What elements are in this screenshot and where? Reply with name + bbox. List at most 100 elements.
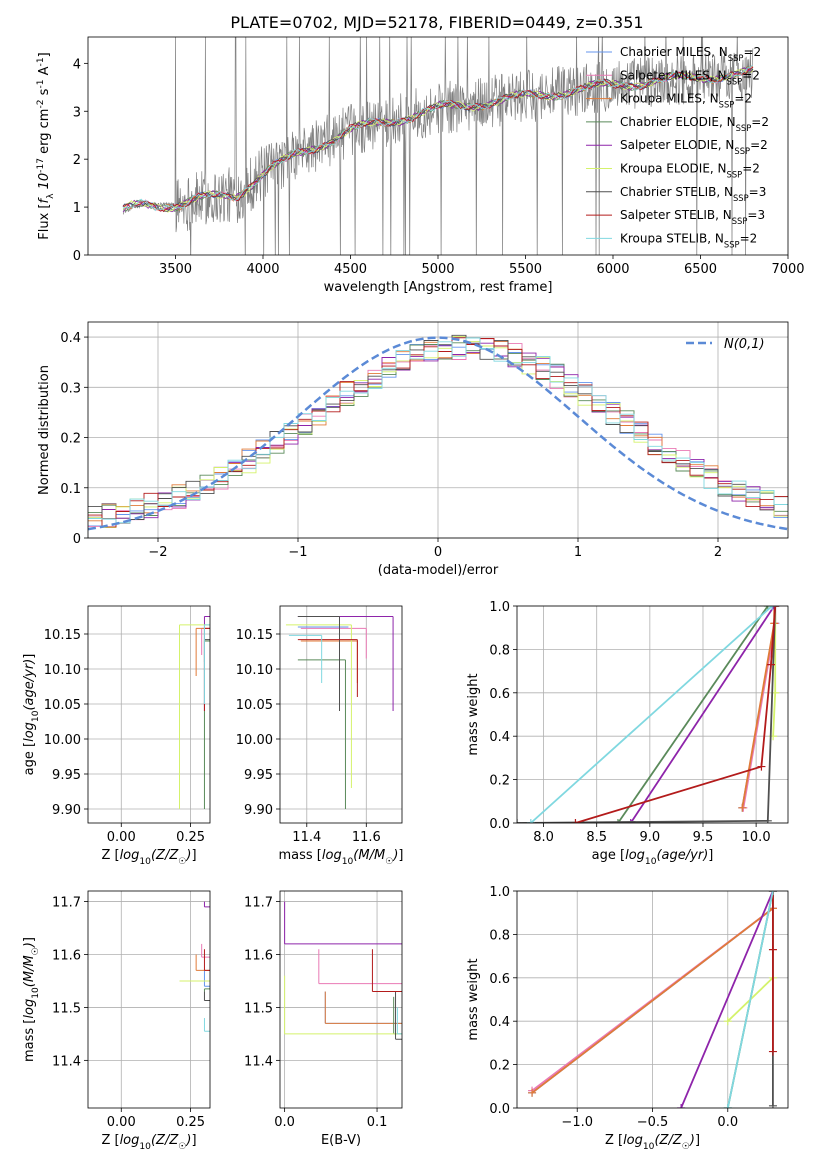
y-tick-label: 2 <box>73 153 81 168</box>
plot-area <box>528 891 777 1108</box>
legend-label: Salpeter MILES, NSSP=2 <box>620 68 760 86</box>
x-tick-label: 0.0 <box>717 1115 738 1130</box>
x-tick-label: 5500 <box>509 262 542 277</box>
spectrum-legend: Chabrier MILES, NSSP=2 Salpeter MILES, NS… <box>586 45 769 249</box>
cumulative-line-4 <box>629 606 775 823</box>
legend-label: Chabrier MILES, NSSP=2 <box>620 45 761 63</box>
x-axis-label: (data-model)/error <box>378 563 499 578</box>
grid <box>88 891 210 1108</box>
y-tick-label: 11.5 <box>52 1001 81 1016</box>
cumulative-marker-5 <box>723 1017 732 1026</box>
y-tick-label: 9.90 <box>52 803 81 818</box>
x-axis-label: mass [log10(M/M☉)] <box>279 848 404 867</box>
y-axis-label: mass weight <box>466 673 481 755</box>
y-tick-label: 11.4 <box>52 1054 81 1069</box>
panel-spectrum: 3500 4000 4500 5000 5500 6000 6500 7000 0 1 2 3 4 wav… <box>36 36 805 295</box>
x-tick-label: 8.5 <box>586 830 607 845</box>
axes-frame <box>87 890 211 1109</box>
x-tick-label: 6500 <box>684 262 717 277</box>
y-tick-label: 9.95 <box>52 768 81 783</box>
cumulative-marker-6 <box>763 816 772 823</box>
plot-area <box>284 901 402 1040</box>
axes-frame <box>87 36 789 256</box>
axes-frame <box>516 605 789 824</box>
y-tick-label: 3 <box>73 105 81 120</box>
y-tick-label: 0.4 <box>489 1015 510 1030</box>
x-tick-label: 5000 <box>421 262 454 277</box>
x-axis-label: Z [log10(Z/Z☉)] <box>101 1133 196 1152</box>
y-tick-label: 0.6 <box>489 687 510 702</box>
cumulative-marker-4 <box>677 1104 686 1108</box>
y-tick-label: 0.2 <box>489 774 510 789</box>
y-tick-label: 11.6 <box>244 949 273 964</box>
panel-age-vs-Z: 0.00 0.25 9.90 9.95 10.00 10.05 10.10 10.15 Z [l… <box>22 605 211 867</box>
cumulative-marker-7 <box>771 606 780 610</box>
y-tick-label: 10.10 <box>44 663 81 678</box>
cumulative-line-7 <box>575 606 777 823</box>
y-tick-label: 0.6 <box>489 972 510 987</box>
x-tick-label: 1 <box>574 545 582 560</box>
legend-label: N(0,1) <box>724 337 765 352</box>
x-tick-label: 0.00 <box>107 1115 136 1130</box>
axes-frame <box>87 605 211 824</box>
y-tick-label: 0.8 <box>489 643 510 658</box>
legend-label: Chabrier STELIB, NSSP=3 <box>620 185 766 203</box>
cumulative-line-8 <box>726 891 774 1108</box>
x-axis-label: E(B-V) <box>321 1133 361 1148</box>
y-tick-label: 11.7 <box>52 896 81 911</box>
y-axis-label: mass [log10(M/M☉)] <box>22 937 41 1062</box>
plot-area <box>88 334 788 531</box>
y-tick-label: 1.0 <box>489 885 510 900</box>
panel-mass-vs-EBV: 0.0 0.1 11.4 11.5 11.6 11.7 E(B-V) <box>244 890 403 1148</box>
cumulative-marker-7 <box>757 762 766 771</box>
y-axis-label: age [log10(age/yr)] <box>22 654 41 776</box>
y-tick-label: 10.00 <box>236 733 273 748</box>
x-tick-label: 0.00 <box>107 830 136 845</box>
model-spectrum-8 <box>122 65 754 212</box>
x-tick-label: 0.1 <box>367 1115 388 1130</box>
x-tick-label: 3500 <box>159 262 192 277</box>
axes-frame <box>279 605 403 824</box>
figure-title: PLATE=0702, MJD=52178, FIBERID=0449, z=0… <box>230 13 643 32</box>
cumulative-line-3 <box>617 606 769 823</box>
y-tick-label: 10.05 <box>44 698 81 713</box>
y-tick-label: 0 <box>73 532 81 547</box>
cumulative-line-4 <box>680 891 774 1108</box>
y-tick-label: 9.95 <box>244 768 273 783</box>
y-tick-label: 11.7 <box>244 896 273 911</box>
x-tick-label: 11.6 <box>352 830 381 845</box>
y-tick-label: 4 <box>73 57 81 72</box>
y-tick-label: 1.0 <box>489 600 510 615</box>
y-tick-label: 9.90 <box>244 803 273 818</box>
y-axis-label: Flux [fλ 10-17 erg cm-2 s-1 A-1] <box>36 52 56 239</box>
y-tick-label: 11.4 <box>244 1054 273 1069</box>
y-tick-label: 0.2 <box>60 432 81 447</box>
x-tick-label: 0.25 <box>176 830 205 845</box>
cumulative-marker-2 <box>528 1088 537 1097</box>
x-tick-label: 4500 <box>334 262 367 277</box>
panel-mass-vs-Z: 0.00 0.25 11.4 11.5 11.6 11.7 Z [log10(Z/Z☉)] m… <box>22 890 211 1152</box>
x-tick-label: 9.0 <box>639 830 660 845</box>
plot-area <box>285 616 394 809</box>
x-tick-label: −0.5 <box>637 1115 669 1130</box>
legend-label: Chabrier ELODIE, NSSP=2 <box>620 115 769 133</box>
axes-frame <box>87 321 789 539</box>
y-tick-label: 10.15 <box>236 628 273 643</box>
x-tick-label: 2 <box>714 545 722 560</box>
axes-frame <box>516 890 789 1109</box>
legend-label: Salpeter ELODIE, NSSP=2 <box>620 138 768 156</box>
cumulative-line-8 <box>530 606 773 823</box>
y-tick-label: 0.0 <box>489 817 510 832</box>
y-tick-label: 0.4 <box>60 331 81 346</box>
legend-label: Salpeter STELIB, NSSP=3 <box>620 208 765 226</box>
x-tick-label: 7000 <box>771 262 804 277</box>
y-tick-label: 10.05 <box>236 698 273 713</box>
y-tick-label: 1 <box>73 201 81 216</box>
y-tick-label: 0.3 <box>60 381 81 396</box>
y-tick-label: 0.0 <box>489 1102 510 1117</box>
observed-spectrum <box>122 37 754 255</box>
y-tick-label: 10.15 <box>44 628 81 643</box>
x-tick-label: 0.0 <box>274 1115 295 1130</box>
cumulative-marker-8 <box>723 1104 732 1108</box>
